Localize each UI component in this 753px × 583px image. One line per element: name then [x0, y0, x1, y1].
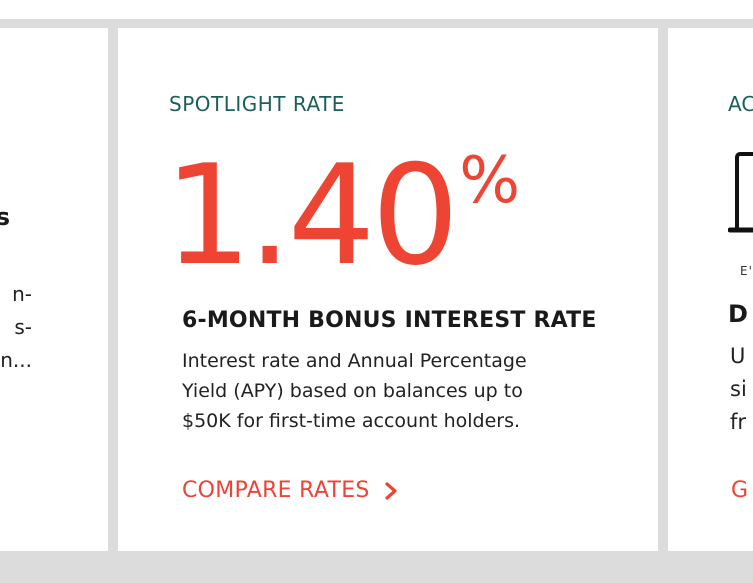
rate-unit: % — [459, 144, 521, 218]
left-card-title: s — [0, 203, 10, 231]
right-card-caption: E' — [740, 264, 753, 278]
rate-display: 1.40% — [164, 136, 520, 296]
spotlight-eyebrow: SPOTLIGHT RATE — [169, 92, 345, 116]
product-card-right: AC E' D U si fr G — [668, 28, 753, 551]
compare-rates-link[interactable]: COMPARE RATES — [182, 478, 398, 503]
right-card-cta-link[interactable]: G — [731, 478, 749, 503]
right-card-eyebrow: AC — [728, 92, 753, 116]
right-card-desc-line: fr — [730, 410, 747, 434]
rate-title: 6-MONTH BONUS INTEREST RATE — [182, 308, 597, 333]
mobile-device-icon — [727, 152, 753, 238]
right-card-title: D — [728, 300, 748, 328]
rate-value: 1.40 — [164, 135, 459, 296]
right-card-description: U si fr — [730, 340, 747, 439]
rate-desc-line: Interest rate and Annual Percentage — [182, 350, 527, 372]
right-card-desc-line: U — [730, 344, 746, 368]
left-card-desc-line: n... — [0, 348, 32, 372]
chevron-right-icon — [384, 481, 398, 501]
left-card-desc-line: n- — [12, 282, 32, 306]
top-strip — [0, 0, 753, 19]
compare-rates-label: COMPARE RATES — [182, 478, 370, 503]
right-card-desc-line: si — [730, 377, 747, 401]
rate-desc-line: Yield (APY) based on balances up to — [182, 380, 523, 402]
rate-desc-line: $50K for first-time account holders. — [182, 410, 521, 432]
left-card-description: n- s- n... — [0, 278, 32, 377]
rate-description: Interest rate and Annual Percentage Yiel… — [182, 346, 602, 436]
spotlight-rate-card: SPOTLIGHT RATE 1.40% 6-MONTH BONUS INTER… — [118, 28, 658, 551]
left-card-desc-line: s- — [14, 315, 32, 339]
product-card-left: s n- s- n... — [0, 28, 108, 551]
